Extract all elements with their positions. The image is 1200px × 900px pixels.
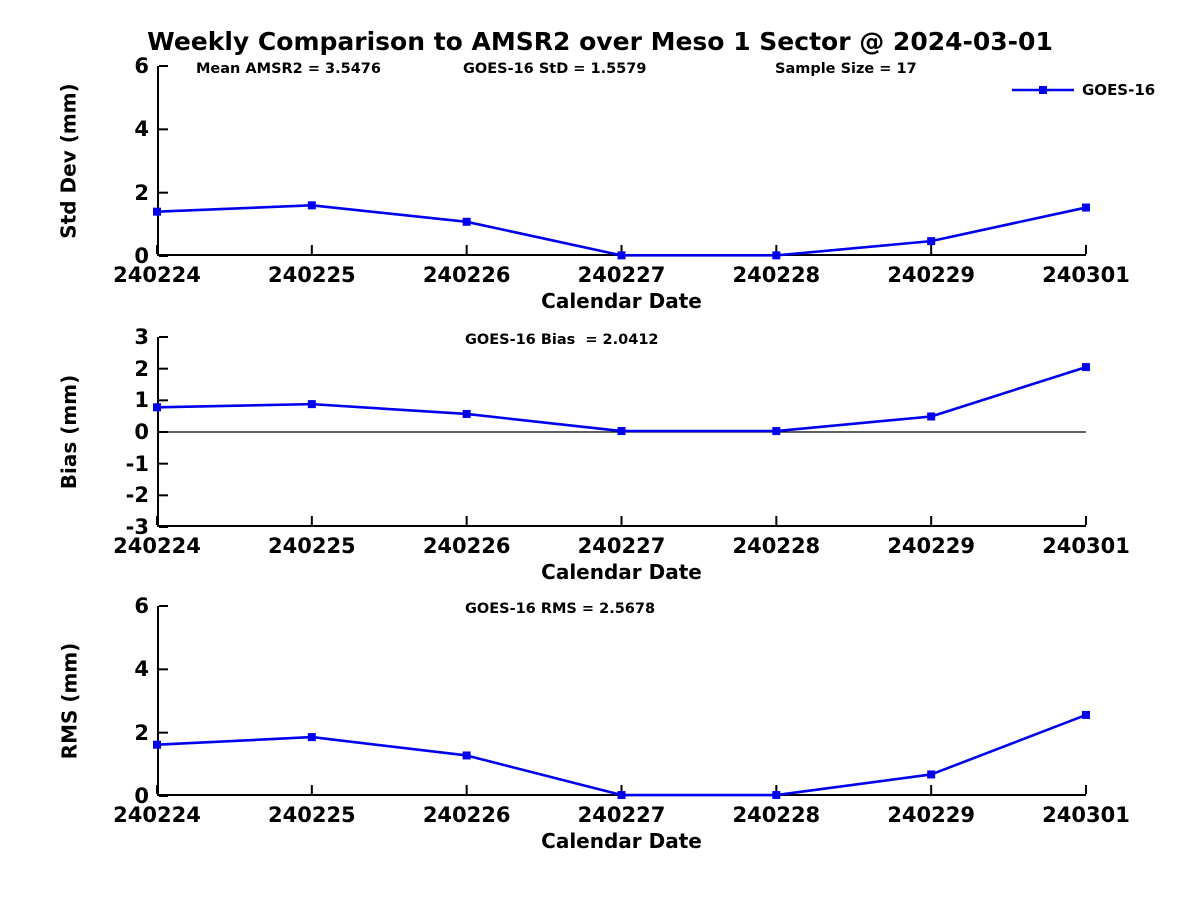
data-point-marker [772,251,781,260]
data-point-marker [153,740,161,749]
y-tick-label: 0 [134,784,149,808]
x-tick-label: 240229 [887,803,975,827]
x-tick-label: 240226 [422,263,511,287]
data-point-marker [462,409,471,418]
data-point-marker [772,791,781,800]
y-axis-label-text: RMS (mm) [57,642,82,760]
data-point-marker [1082,363,1090,372]
y-axis-ticks: 0 2 4 6 [37,594,149,808]
y-axis-label: Bias (mm) [39,337,99,527]
y-tick-label: 4 [134,657,149,682]
y-tick-label: 0 [134,244,149,268]
y-tick-label: 6 [134,54,149,78]
x-tick-label: 240224 [113,534,201,558]
x-tick-label: 240229 [887,263,975,287]
x-axis-label: Calendar Date [541,829,702,853]
y-axis-ticks: 0 2 4 6 [37,54,149,268]
y-tick-label: 2 [134,356,149,381]
x-axis-ticks: 240224 240225 240226 240227 240228 240229 2403… [113,263,1130,289]
y-tick-label: -2 [125,483,149,508]
legend: GOES-16 [1012,81,1155,99]
data-point-marker [307,201,316,210]
annotation-goes16-std: GOES-16 StD = 1.5579 [463,61,647,77]
bias-line-chart [153,336,1090,528]
legend-marker [1039,86,1047,94]
x-tick-label: 240227 [577,534,666,558]
y-axis-label-text: Std Dev (mm) [57,83,81,239]
x-tick-label: 240227 [577,263,666,287]
data-point-marker [927,237,936,246]
x-tick-label: 240301 [1042,263,1130,287]
x-tick-label: 240226 [422,534,511,558]
data-line [156,713,1087,797]
data-point-marker [772,427,781,436]
data-point-marker [153,207,161,216]
data-point-marker [617,791,626,800]
data-point-marker [307,733,316,742]
data-point-marker [462,751,471,760]
stddev-line-chart [153,65,1090,260]
chart-title: Weekly Comparison to AMSR2 over Meso 1 S… [147,27,1053,56]
data-line [156,365,1087,433]
x-tick-label: 240228 [732,263,821,287]
subplot-bias: -3 -2 -1 0 1 2 3 240224 240225 240226 240227 24022… [57,325,1130,584]
x-axis-label: Calendar Date [541,289,702,313]
legend-label: GOES-16 [1082,81,1156,99]
rms-line-chart [153,605,1090,800]
y-tick-label: 4 [134,117,149,142]
x-tick-label: 240228 [732,803,821,827]
data-point-marker [1082,710,1090,719]
x-tick-label: 240226 [422,803,511,827]
x-tick-label: 240224 [113,803,201,827]
y-axis-label-text: Bias (mm) [57,374,81,490]
x-tick-label: 240227 [577,803,666,827]
x-tick-label: 240225 [267,263,356,287]
data-point-marker [617,251,626,260]
data-point-marker [307,400,316,409]
data-point-marker [927,770,936,779]
x-tick-label: 240228 [732,534,821,558]
y-axis-ticks: -3 -2 -1 0 1 2 3 [37,325,149,539]
y-tick-label: -1 [125,451,149,476]
data-point-marker [153,403,161,412]
x-axis-ticks: 240224 240225 240226 240227 240228 240229 2403… [113,803,1130,829]
x-tick-label: 240301 [1042,803,1130,827]
y-tick-label: 1 [134,388,149,413]
y-tick-label: 3 [134,325,149,349]
x-tick-label: 240225 [267,534,356,558]
x-tick-label: 240301 [1042,534,1130,558]
data-point-marker [462,217,471,226]
x-tick-label: 240229 [887,534,975,558]
data-point-marker [1082,203,1090,212]
x-axis-label: Calendar Date [541,560,702,584]
y-tick-label: 2 [134,180,149,205]
legend-line-swatch [1012,86,1074,94]
x-axis-ticks: 240224 240225 240226 240227 240228 240229 2403… [113,534,1130,560]
annotation-mean-amsr2: Mean AMSR2 = 3.5476 [196,61,381,77]
x-tick-label: 240224 [113,263,201,287]
data-point-marker [927,412,936,421]
annotation-goes16-rms: GOES-16 RMS = 2.5678 [465,601,656,617]
annotation-goes16-bias: GOES-16 Bias = 2.0412 [465,332,659,348]
x-tick-label: 240225 [267,803,356,827]
data-point-marker [617,427,626,436]
y-axis-label: Std Dev (mm) [39,66,99,256]
y-tick-label: 6 [134,594,149,618]
y-tick-label: -3 [125,515,149,539]
y-tick-label: 0 [134,420,149,444]
y-tick-label: 2 [134,720,149,745]
annotation-sample-size: Sample Size = 17 [775,61,917,77]
y-axis-label: RMS (mm) [39,606,99,796]
